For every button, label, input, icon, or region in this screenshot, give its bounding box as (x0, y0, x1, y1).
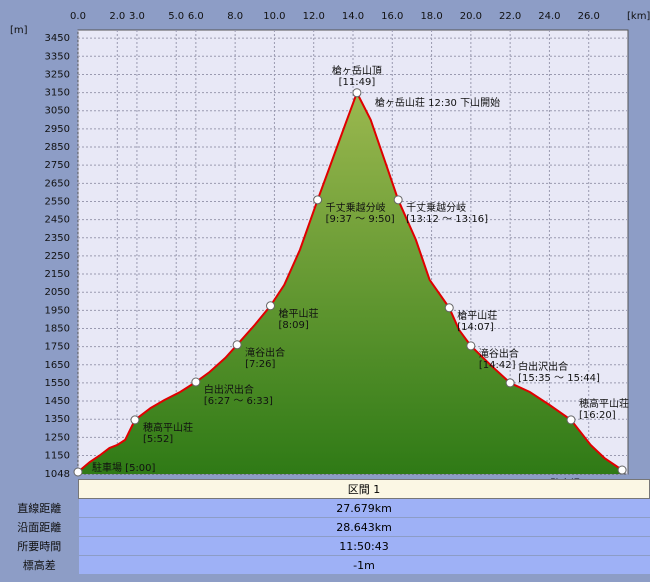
row-label: 沿面距離 (17, 521, 62, 534)
x-tick-label: 18.0 (420, 11, 442, 22)
annotation-time: [14:42] (479, 360, 516, 371)
annotation-time: [6:27 ～ 6:33] (204, 396, 273, 407)
annotation-label: 千丈乗越分岐 (326, 201, 386, 214)
annotation-time: [15:35 ～ 15:44] (518, 373, 600, 384)
x-tick-label: 2.0 (109, 11, 125, 22)
area-fill (78, 92, 623, 474)
y-tick-label: 2750 (45, 160, 70, 171)
table-row: 所要時間 11:50:43 (0, 536, 650, 556)
row-value: 11:50:43 (78, 536, 650, 556)
y-tick-label: 3250 (45, 69, 70, 80)
y-tick-label: 1750 (45, 342, 70, 353)
annotation-label: 駐車場 [16:50] (550, 477, 620, 480)
annotation-time: [16:20] (579, 410, 616, 421)
annotation-label: 白出沢出合 (204, 383, 254, 396)
x-tick-label: 3.0 (129, 11, 145, 22)
annotation-time: [9:37 ～ 9:50] (326, 214, 395, 225)
x-tick-label: 8.0 (227, 11, 243, 22)
annotation-time: [14:07] (457, 322, 494, 333)
y-tick-label: 1950 (45, 305, 70, 316)
y-tick-label: 1450 (45, 396, 70, 407)
marker (352, 88, 362, 98)
y-tick-label: 1650 (45, 360, 70, 371)
marker (266, 301, 275, 311)
annotation-label: 槍ヶ岳山頂 (332, 64, 382, 77)
y-tick-label: 3050 (45, 106, 70, 117)
y-tick-label: 1150 (45, 450, 70, 461)
marker (313, 195, 323, 205)
y-tick-label: 2650 (45, 178, 70, 189)
row-label: 所要時間 (17, 540, 62, 553)
annotation-time: [5:52] (143, 434, 173, 445)
x-tick-label: 6.0 (188, 11, 204, 22)
annotation-label: 槍平山荘 (279, 307, 319, 320)
marker (130, 415, 140, 425)
x-tick-label: 10.0 (263, 11, 285, 22)
y-tick-label: 2450 (45, 215, 70, 226)
annotation-time: [13:12 ～ 13:16] (406, 214, 488, 225)
x-tick-label: 14.0 (342, 11, 364, 22)
row-label: 直線距離 (17, 502, 62, 515)
marker (73, 467, 83, 477)
y-tick-label: 2950 (45, 124, 70, 135)
x-tick-label: 5.0 (168, 11, 184, 22)
y-tick-label: 2350 (45, 233, 70, 244)
row-label: 標高差 (22, 559, 56, 572)
y-tick-label: 2150 (45, 269, 70, 280)
y-tick-label: 1048 (45, 469, 70, 480)
table-row: 標高差 -1m (0, 555, 650, 575)
marker (444, 303, 454, 313)
x-tick-label: 12.0 (303, 11, 325, 22)
x-tick-label: 24.0 (538, 11, 560, 22)
marker (466, 341, 476, 351)
y-tick-label: 2550 (45, 196, 70, 207)
y-tick-label: 1550 (45, 378, 70, 389)
x-tick-label: 22.0 (499, 11, 521, 22)
annotation-label: 滝谷出合 (479, 347, 519, 360)
marker (191, 377, 201, 387)
annotation-time: [7:26] (245, 359, 275, 370)
y-tick-label: 3450 (45, 33, 70, 44)
y-tick-label: 2850 (45, 142, 70, 153)
table-row: 直線距離 27.679km (0, 498, 650, 518)
table-row: 沿面距離 28.643km (0, 517, 650, 537)
row-value: 27.679km (78, 498, 650, 518)
y-unit: [m] (10, 25, 28, 36)
y-tick-label: 1350 (45, 414, 70, 425)
annotation-note: 槍ヶ岳山荘 12:30 下山開始 (375, 96, 500, 109)
y-tick-label: 1850 (45, 323, 70, 334)
annotation-label: 穂高平山荘 (143, 421, 193, 434)
row-value: 28.643km (78, 517, 650, 537)
annotation-label: 穂高平山荘 (579, 397, 629, 410)
annotation-label: 駐車場 [5:00] (92, 461, 156, 474)
y-tick-label: 3150 (45, 88, 70, 99)
annotation-time: [8:09] (279, 320, 309, 331)
marker (566, 415, 576, 425)
y-tick-label: 3350 (45, 51, 70, 62)
y-tick-label: 1250 (45, 432, 70, 443)
marker (232, 340, 242, 350)
row-value: -1m (78, 555, 650, 575)
y-tick-label: 2250 (45, 251, 70, 262)
annotation-label: 千丈乗越分岐 (406, 201, 466, 214)
x-unit: [km] (627, 11, 650, 22)
summary-table: 区間 1 直線距離 27.679km 沿面距離 28.643km 所要時間 11:50:4… (0, 479, 650, 575)
marker (505, 378, 515, 388)
annotation-time: [11:49] (339, 77, 376, 88)
table-header: 区間 1 (78, 479, 650, 499)
x-tick-label: 20.0 (460, 11, 482, 22)
marker (393, 195, 403, 205)
marker (617, 465, 627, 475)
annotation-label: 滝谷出合 (245, 346, 285, 359)
chart: [m] [km] 1048 1150 1250 1350 1450 1550 1650 175… (10, 11, 650, 480)
x-tick-label: 26.0 (578, 11, 600, 22)
y-tick-label: 2050 (45, 287, 70, 298)
x-tick-label: 0.0 (70, 11, 86, 22)
x-tick-label: 16.0 (381, 11, 403, 22)
annotation-label: 槍平山荘 (457, 309, 497, 322)
annotation-label: 白出沢出合 (518, 360, 568, 373)
